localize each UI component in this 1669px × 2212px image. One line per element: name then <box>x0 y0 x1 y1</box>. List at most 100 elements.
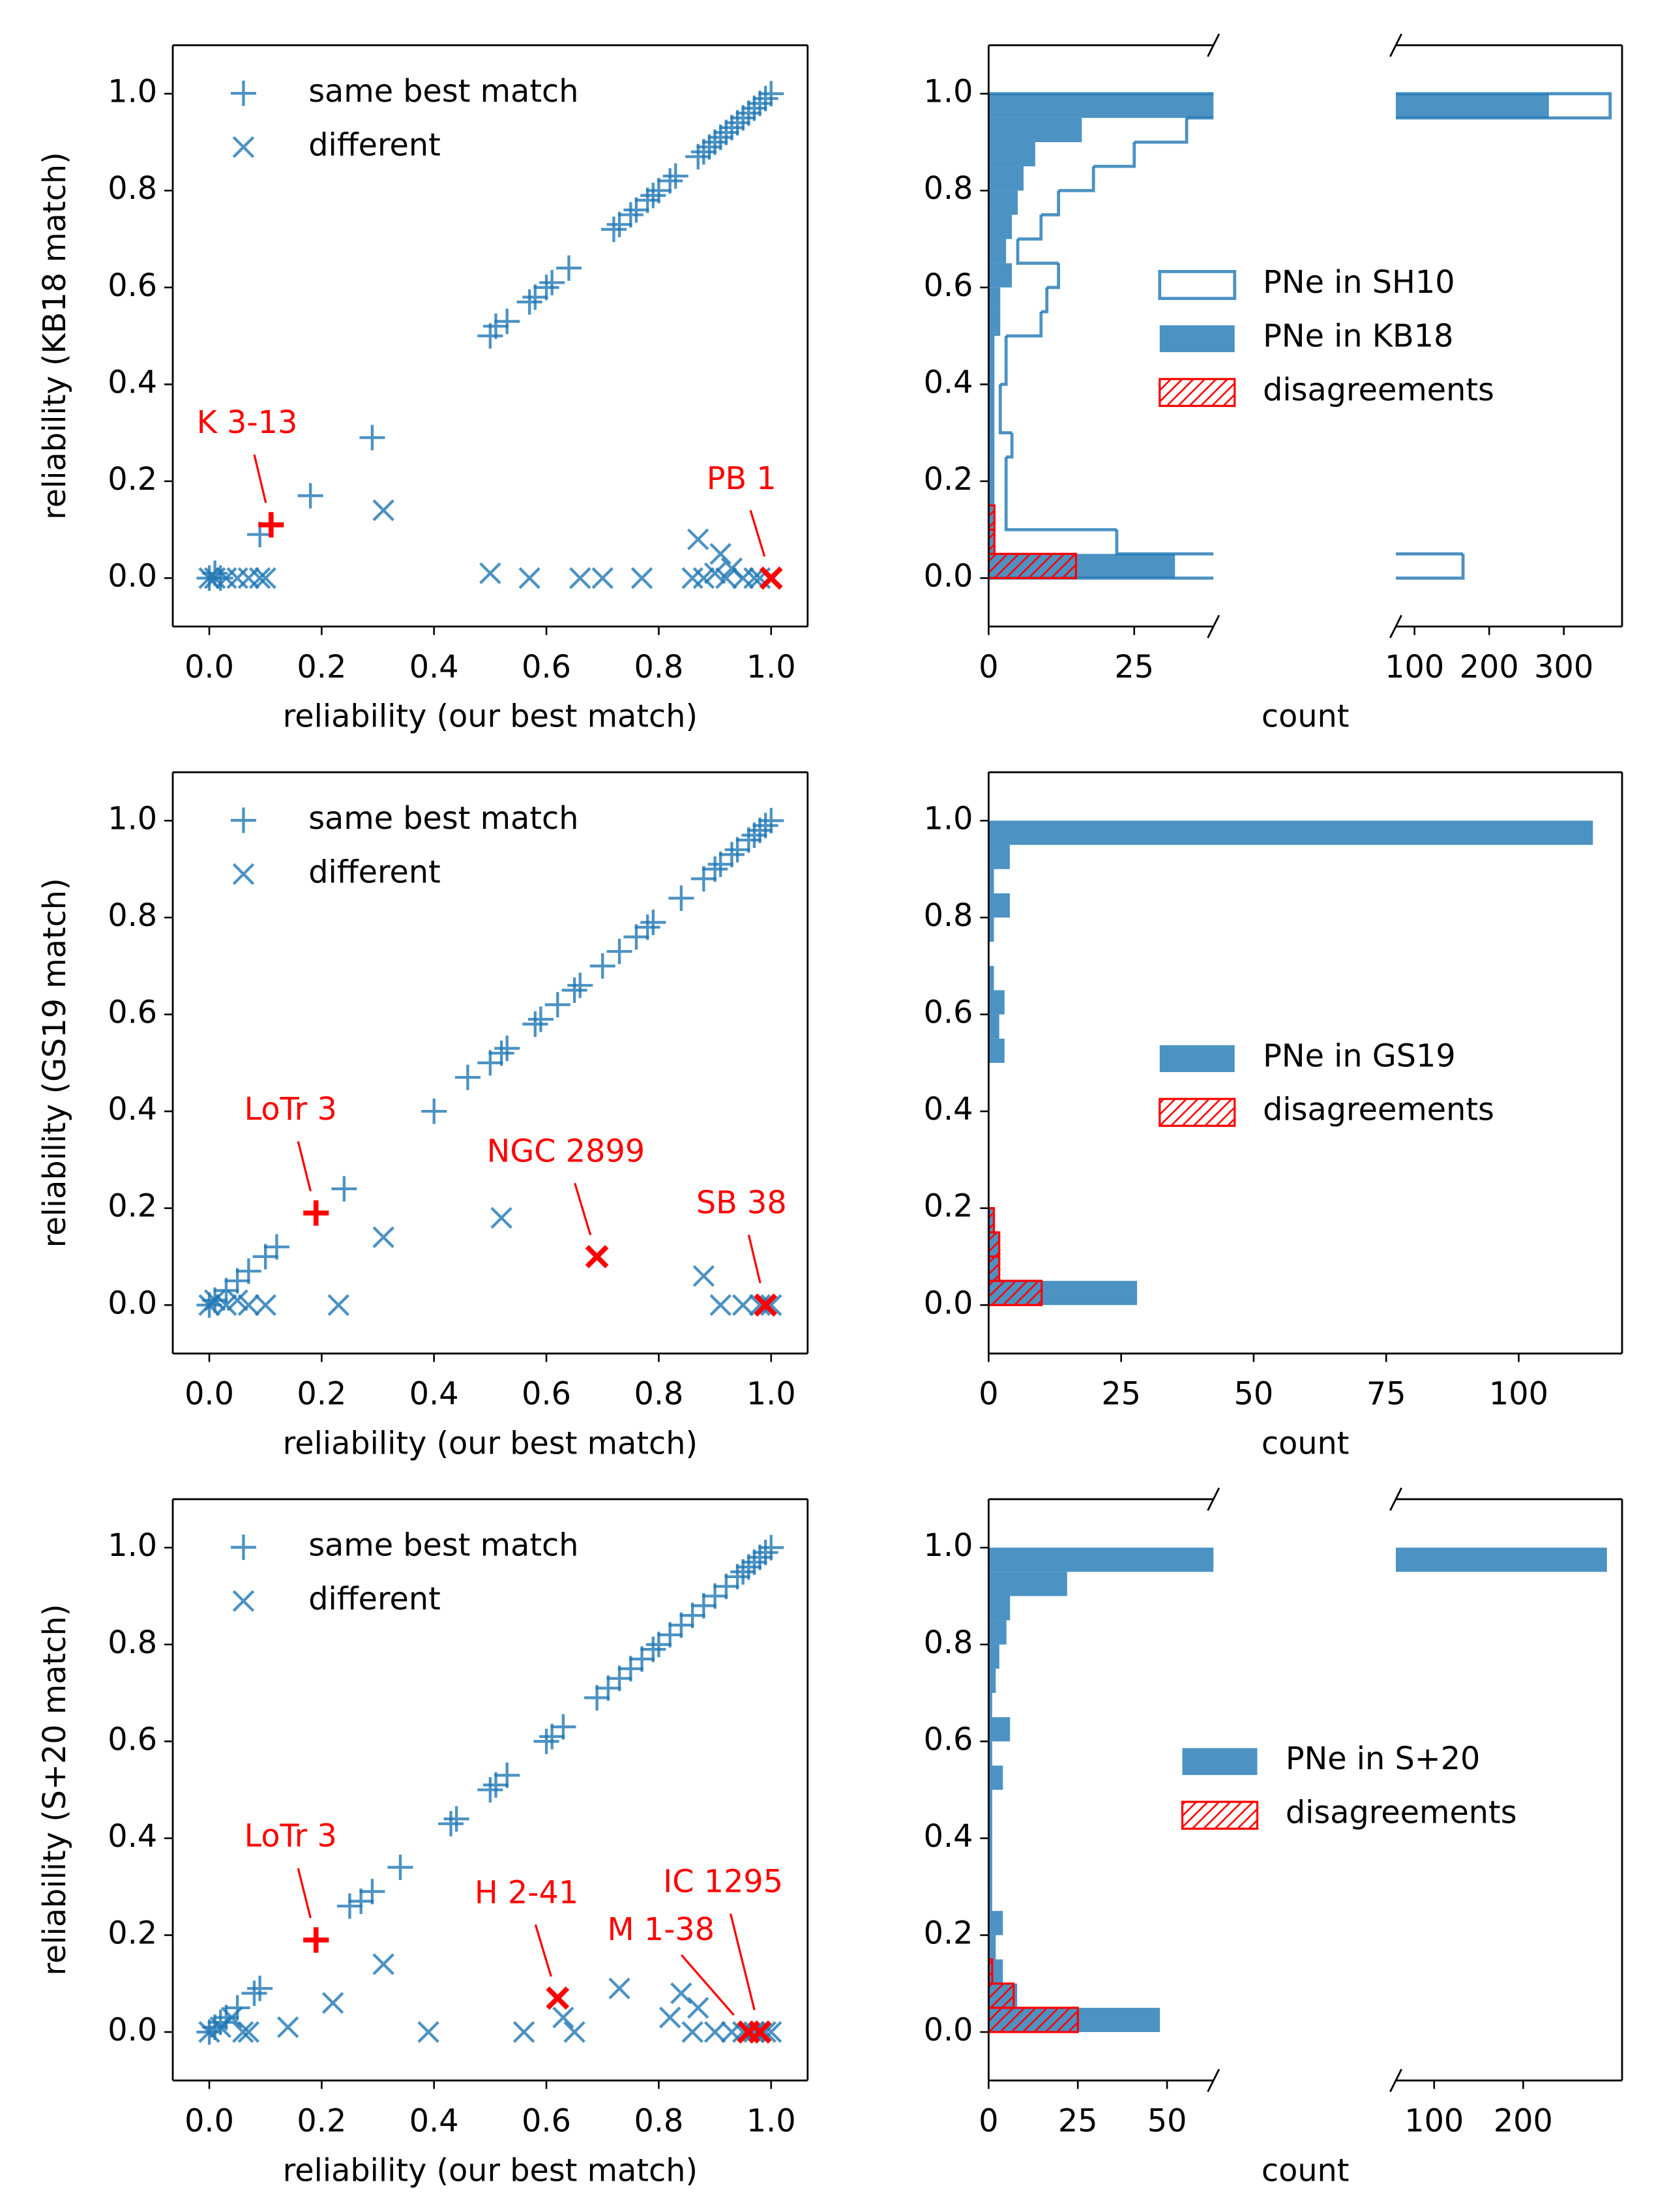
x-tick-label: 100 <box>1489 1377 1548 1412</box>
y-tick-label: 1.0 <box>108 1528 157 1564</box>
histogram-bar <box>988 166 1024 191</box>
histogram-bar <box>988 93 1214 118</box>
annotation-line <box>747 1234 761 1283</box>
scatter-point <box>372 1226 394 1248</box>
x-tick-label: 0.6 <box>522 1377 571 1412</box>
scatter-point <box>327 1294 349 1316</box>
scatter-point <box>758 81 784 107</box>
y-tick-label: 0.6 <box>108 995 157 1031</box>
scatter-point <box>516 289 542 315</box>
histogram-bar <box>988 215 1012 239</box>
x-tick-label: 0.6 <box>522 2103 571 2139</box>
histogram-step <box>1018 215 1043 241</box>
y-tick-label: 0.4 <box>924 1819 973 1855</box>
histogram-bar <box>988 1958 994 1985</box>
histogram-bar <box>988 408 995 433</box>
histogram-bar <box>988 1596 1011 1621</box>
scatter-point <box>198 2021 220 2043</box>
legend-marker <box>232 863 255 886</box>
x-tick-label: 0 <box>979 1377 998 1412</box>
highlight-point <box>303 1200 329 1226</box>
scatter-point <box>421 1098 447 1124</box>
histogram-bar <box>988 893 1010 918</box>
scatter-point <box>687 528 709 550</box>
scatter-point <box>670 1982 692 2005</box>
scatter-point <box>359 425 385 451</box>
scatter-point <box>224 1995 250 2021</box>
x-axis-label: count <box>1262 1426 1350 1462</box>
histogram-bar <box>988 1668 996 1694</box>
annotation-label: LoTr 3 <box>244 1819 337 1855</box>
x-tick-label: 50 <box>1234 1377 1274 1412</box>
x-tick-label: 25 <box>1058 2103 1098 2139</box>
scatter-point <box>254 1294 276 1316</box>
axis-break <box>1389 33 1402 57</box>
scatter-point <box>703 2021 726 2043</box>
scatter-point <box>518 567 540 590</box>
x-tick-label: 0.8 <box>634 650 683 685</box>
legend-label: same best match <box>308 801 578 837</box>
histogram-bar <box>988 336 995 361</box>
histogram-step <box>1046 263 1060 290</box>
legend-marker <box>232 136 255 158</box>
scatter-point <box>226 1289 248 1311</box>
annotation-label: LoTr 3 <box>244 1092 337 1128</box>
annotation-line <box>749 510 766 557</box>
scatter-point <box>220 2007 243 2029</box>
histogram-step <box>1396 552 1464 556</box>
scatter-point <box>760 1294 782 1316</box>
scatter-point <box>634 914 660 940</box>
histogram-step <box>1004 505 1117 531</box>
y-axis-label: reliability (S+20 match) <box>37 1604 73 1976</box>
scatter-point <box>658 2007 681 2029</box>
histogram-bar <box>988 1765 1003 1790</box>
histogram-bar <box>988 1789 992 1814</box>
y-tick-label: 0.4 <box>924 365 973 400</box>
axis-break <box>1207 33 1220 57</box>
histogram-panel <box>1396 1547 1607 1572</box>
y-tick-label: 0.0 <box>108 558 157 594</box>
y-tick-label: 0.2 <box>108 1189 157 1225</box>
histogram-step <box>1396 554 1465 580</box>
annotation-line <box>297 1868 312 1919</box>
axis-break <box>1207 1487 1220 1511</box>
histogram-step <box>1115 530 1214 556</box>
histogram-bar <box>988 1620 1007 1645</box>
highlight-point <box>748 2020 772 2044</box>
y-tick-label: 0.2 <box>924 462 973 498</box>
annotation-label: K 3-13 <box>197 405 298 441</box>
scatter-point <box>207 2009 233 2035</box>
scatter-point <box>494 308 520 335</box>
scatter-point <box>640 183 666 209</box>
histogram-bar <box>988 311 1001 336</box>
histogram-bar <box>1396 1547 1607 1572</box>
highlight-point <box>258 512 284 538</box>
annotation-label: NGC 2899 <box>487 1134 645 1170</box>
x-tick-label: 75 <box>1366 1377 1406 1412</box>
y-tick-label: 1.0 <box>924 1528 973 1564</box>
annotation-line <box>534 1924 552 1977</box>
x-tick-label: 0.2 <box>297 2103 346 2139</box>
histogram-bar <box>988 869 994 893</box>
y-axis-label: reliability (GS19 match) <box>37 878 73 1248</box>
x-axis-label: count <box>1262 699 1350 735</box>
legend-label: disagreements <box>1263 372 1494 408</box>
histogram-step <box>1134 117 1189 144</box>
histogram-bar <box>988 2007 1079 2033</box>
x-axis-label: reliability (our best match) <box>283 2153 698 2189</box>
x-tick-label: 0.4 <box>409 2103 459 2139</box>
scatter-point <box>454 1064 480 1090</box>
scatter-point <box>640 909 666 935</box>
annotation-label: PB 1 <box>707 461 776 497</box>
x-tick-label: 0 <box>979 650 998 685</box>
histogram-bar <box>988 481 995 506</box>
annotation-line <box>297 1141 312 1191</box>
scatter-point <box>640 1636 666 1662</box>
x-tick-label: 200 <box>1494 2103 1553 2139</box>
histogram-bar <box>988 1935 996 1960</box>
scatter-point <box>681 567 703 590</box>
scatter-point <box>247 1975 273 2001</box>
histogram-bar <box>988 918 994 942</box>
scatter-point <box>248 567 271 590</box>
